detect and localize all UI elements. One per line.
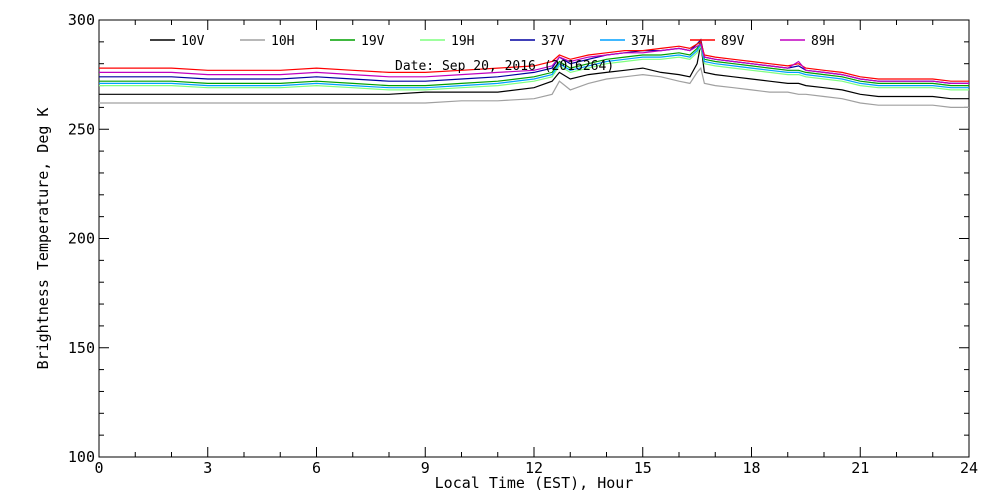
date-annotation: Date: Sep 20, 2016 (2016264) <box>395 59 614 74</box>
y-tick-label: 100 <box>68 448 95 466</box>
series-line-19h <box>99 44 969 91</box>
legend-label-10h: 10H <box>271 34 294 49</box>
x-tick-label: 21 <box>851 459 869 477</box>
x-tick-label: 24 <box>960 459 978 477</box>
legend-label-19h: 19H <box>451 34 474 49</box>
y-tick-label: 200 <box>68 230 95 248</box>
y-tick-label: 300 <box>68 11 95 29</box>
legend-label-19v: 19V <box>361 34 385 49</box>
legend-label-89h: 89H <box>811 34 834 49</box>
series-line-10h <box>99 66 969 109</box>
x-tick-label: 12 <box>525 459 543 477</box>
axis-ticks <box>98 19 970 458</box>
series-line-10v <box>99 43 969 100</box>
tick-labels: 0 3 6 9 12 15 18 21 24 100 150 200 250 300 <box>68 11 978 477</box>
x-tick-label: 0 <box>94 459 103 477</box>
legend-label-89v: 89V <box>721 34 745 49</box>
x-tick-label: 9 <box>421 459 430 477</box>
series-line-89h <box>99 43 969 85</box>
series-line-19v <box>99 40 969 87</box>
series-line-89v <box>99 40 969 82</box>
y-tick-label: 250 <box>68 120 95 138</box>
series-lines <box>99 38 969 109</box>
x-tick-label: 15 <box>634 459 652 477</box>
x-axis-title: Local Time (EST), Hour <box>435 474 634 492</box>
x-tick-label: 3 <box>203 459 212 477</box>
legend-label-37h: 37H <box>631 34 654 49</box>
x-tick-label: 18 <box>742 459 760 477</box>
y-tick-label: 150 <box>68 339 95 357</box>
legend-label-10v: 10V <box>181 34 205 49</box>
y-axis-title: Brightness Temperature, Deg K <box>34 108 52 370</box>
legend: 10V 10H 19V 19H 37V 37H 89V 89H <box>150 34 834 49</box>
x-tick-label: 6 <box>312 459 321 477</box>
legend-label-37v: 37V <box>541 34 565 49</box>
series-line-37h <box>99 42 969 89</box>
